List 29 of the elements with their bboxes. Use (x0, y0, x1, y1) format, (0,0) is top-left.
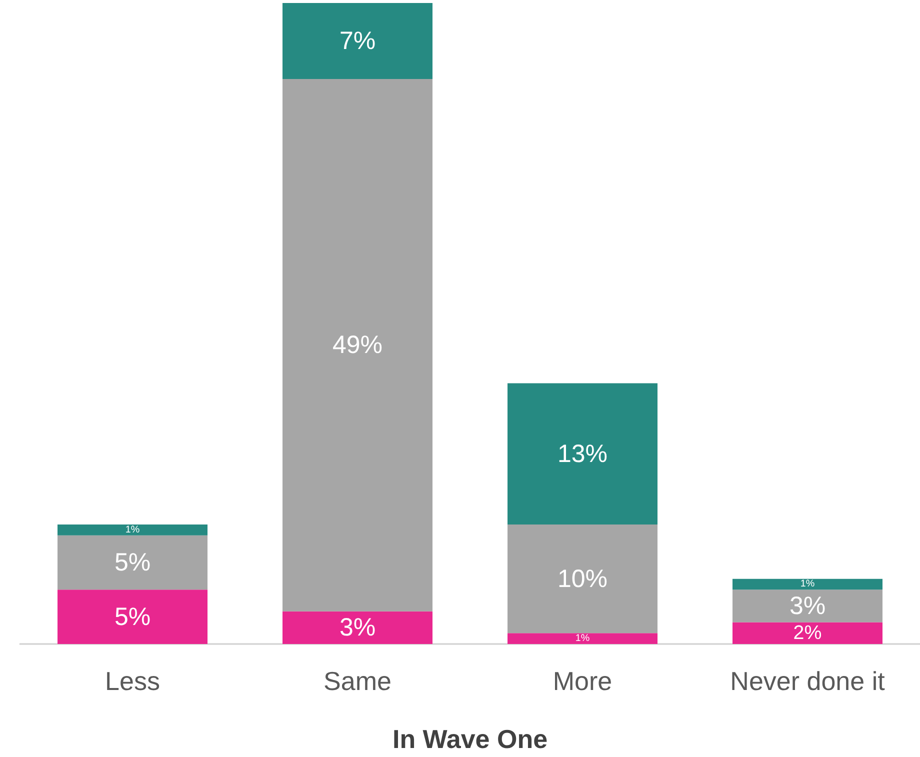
x-axis-title: In Wave One (392, 724, 548, 754)
data-label: 10% (557, 564, 608, 593)
data-label: 5% (114, 602, 151, 631)
bar (732, 590, 882, 622)
data-label: 1% (575, 633, 590, 644)
data-label: 5% (114, 548, 151, 577)
data-label: 3% (339, 614, 376, 642)
bar (732, 578, 882, 590)
bar (58, 535, 208, 590)
data-label: 13% (557, 440, 608, 468)
data-label: 1% (800, 578, 815, 590)
bar (58, 590, 208, 644)
data-label: 49% (332, 331, 383, 360)
bar (732, 622, 882, 644)
bar (282, 79, 432, 612)
bar (282, 3, 432, 80)
data-label: 7% (339, 27, 376, 56)
bar (508, 633, 658, 644)
x-tick-label: Same (324, 666, 392, 696)
x-tick-label: More (552, 666, 612, 696)
bar (508, 524, 658, 634)
x-tick-label: Less (105, 666, 160, 696)
bar (282, 611, 432, 644)
x-tick-label: Never done it (730, 666, 886, 696)
bar (508, 383, 658, 524)
data-label: 1% (125, 524, 140, 536)
bar (58, 524, 208, 536)
data-label: 3% (789, 592, 826, 620)
data-label: 2% (793, 622, 822, 644)
